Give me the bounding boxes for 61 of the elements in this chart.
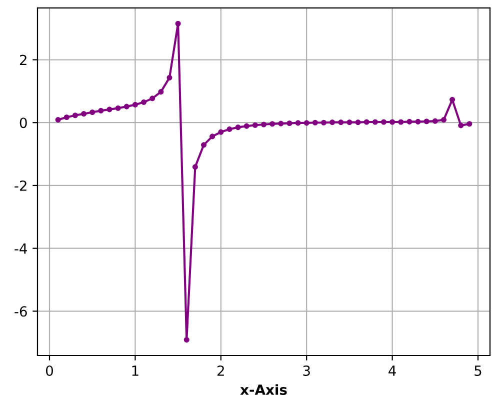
point bbox=[312, 120, 318, 126]
x-tick-label: 2 bbox=[218, 365, 224, 376]
point bbox=[270, 121, 276, 127]
point bbox=[72, 112, 78, 118]
point bbox=[175, 20, 181, 26]
point bbox=[432, 118, 438, 124]
point bbox=[380, 119, 387, 125]
point bbox=[132, 102, 138, 108]
y-tick-label: -4 bbox=[14, 243, 27, 254]
point bbox=[415, 118, 421, 124]
point bbox=[166, 74, 172, 80]
point bbox=[304, 120, 310, 126]
point bbox=[226, 126, 232, 132]
y-tick-label: -2 bbox=[14, 180, 26, 191]
x-tick-label: 5 bbox=[474, 366, 482, 376]
point bbox=[106, 106, 112, 112]
point bbox=[158, 89, 164, 95]
x-axis-title: x-Axis bbox=[240, 384, 287, 395]
point bbox=[210, 134, 216, 140]
point bbox=[320, 120, 327, 126]
point bbox=[192, 164, 198, 170]
x-tick-label: 4 bbox=[388, 366, 396, 376]
point bbox=[424, 118, 430, 124]
point bbox=[218, 129, 224, 135]
point bbox=[440, 117, 446, 123]
y-tick-label: 0 bbox=[20, 118, 27, 128]
point bbox=[244, 123, 250, 129]
point bbox=[235, 124, 241, 130]
point bbox=[115, 105, 121, 111]
point bbox=[184, 337, 190, 343]
point bbox=[64, 114, 70, 120]
point bbox=[330, 120, 336, 126]
point bbox=[398, 119, 404, 125]
point bbox=[390, 119, 396, 125]
point bbox=[124, 104, 130, 110]
point bbox=[458, 122, 464, 128]
point bbox=[55, 117, 61, 123]
point bbox=[81, 111, 87, 117]
point bbox=[406, 118, 412, 124]
point bbox=[466, 121, 472, 127]
point bbox=[286, 120, 292, 126]
point bbox=[364, 119, 370, 125]
x-tick-label: 3 bbox=[303, 365, 310, 376]
point bbox=[450, 96, 456, 102]
point bbox=[355, 120, 361, 126]
point bbox=[140, 99, 147, 105]
point bbox=[252, 122, 258, 128]
point bbox=[278, 120, 284, 126]
point bbox=[90, 109, 96, 116]
point bbox=[372, 119, 378, 125]
point bbox=[150, 96, 156, 102]
point bbox=[346, 120, 352, 126]
y-tick-label: 2 bbox=[20, 54, 26, 66]
point bbox=[98, 108, 104, 114]
point bbox=[260, 122, 267, 128]
point bbox=[295, 120, 301, 126]
x-tick-label: 1 bbox=[132, 366, 138, 376]
point bbox=[200, 142, 207, 148]
point bbox=[338, 120, 344, 126]
y-tick-label: -6 bbox=[14, 306, 27, 317]
x-tick-label: 0 bbox=[46, 365, 53, 376]
